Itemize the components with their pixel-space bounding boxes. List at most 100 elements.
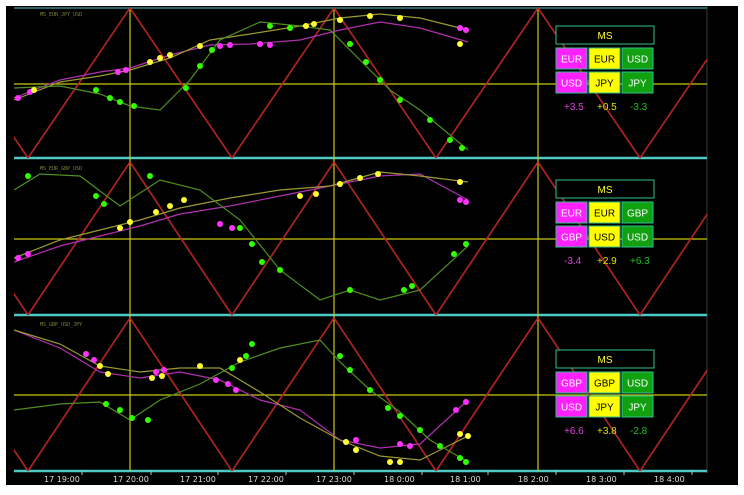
red-diagonal — [435, 161, 539, 316]
ms-panel-cell — [621, 395, 654, 418]
pane-2-header: MS_EUR_GBP_USD — [40, 166, 82, 172]
ms-panel-cell-label: USD — [627, 233, 648, 244]
pane-1-dot-green — [117, 99, 123, 105]
pane-2-dot-magenta — [229, 225, 235, 231]
ms-panel-value: +3.8 — [597, 426, 617, 437]
ms-panels-layer: MS EUR EUR USD USD JPY JPY +3.5 +0.5 -3.3 MS EUR EUR… — [555, 25, 655, 437]
pane-3-dot-green — [417, 427, 423, 433]
pane-1-dot-yellow — [337, 17, 343, 23]
ms-panel-cell — [588, 201, 621, 224]
pane-1-dot-green — [209, 47, 215, 53]
pane-1-dot-green — [183, 85, 189, 91]
ms-panel-cell — [621, 201, 654, 224]
ms-panel-2: MS EUR EUR GBP GBP USD USD -3.4 +2.9 +6.3 — [555, 179, 655, 267]
pane-2-dot-green — [451, 251, 457, 257]
pane-2-dot-yellow — [153, 209, 159, 215]
red-diagonal — [333, 317, 437, 471]
pane-1-dot-yellow — [397, 15, 403, 21]
pane-1-dot-magenta — [123, 67, 129, 73]
pane-2-dot-magenta — [217, 221, 223, 227]
pane-3-dot-magenta — [161, 367, 167, 373]
pane-3-dot-yellow — [397, 459, 403, 465]
pane-2-dot-yellow — [313, 191, 319, 197]
ms-panel-cell-label: EUR — [594, 209, 615, 220]
ms-panel-value: +6.3 — [630, 256, 650, 267]
pane-1-dot-green — [107, 95, 113, 101]
pane-3-dot-yellow — [465, 433, 471, 439]
pane-2-dot-green — [463, 241, 469, 247]
pane-3-dot-magenta — [91, 357, 97, 363]
pane-2-dot-yellow — [181, 197, 187, 203]
pane-3-dot-yellow — [353, 447, 359, 453]
diagonal-lines-layer — [14, 8, 707, 471]
pane-1-dot-green — [397, 97, 403, 103]
pane-1-dot-green — [459, 145, 465, 151]
pane-2-series-magenta — [14, 173, 469, 263]
pane-3-dot-green — [463, 459, 469, 465]
ms-panel-title: MS — [598, 185, 613, 196]
pane-3-dot-magenta — [213, 377, 219, 383]
x-tick-label: 18 0:00 — [384, 475, 415, 484]
pane-3-dot-magenta — [407, 443, 413, 449]
red-diagonal — [129, 317, 233, 471]
x-axis: 17 19:00 17 20:00 17 21:00 17 22:00 17 23:00… — [6, 471, 738, 485]
pane-3-dot-yellow — [343, 439, 349, 445]
pane-3-dot-yellow — [237, 357, 243, 363]
pane-2-dot-yellow — [297, 193, 303, 199]
pane-3-dot-green — [129, 415, 135, 421]
ms-panel-cell — [588, 225, 621, 248]
pane-1-dot-green — [93, 87, 99, 93]
series-layer — [14, 13, 471, 465]
ms-panel-cell-label: JPY — [595, 79, 614, 90]
red-diagonal — [333, 161, 437, 316]
ms-panel-cell-label: JPY — [628, 403, 647, 414]
pane-1-dot-green — [131, 103, 137, 109]
ms-panel-cell — [555, 47, 588, 70]
pane-3-dot-magenta — [453, 407, 459, 413]
pane-1-dot-green — [447, 137, 453, 143]
pane-3-dot-green — [337, 353, 343, 359]
pane-3-dot-green — [347, 367, 353, 373]
pane-3-dot-green — [385, 405, 391, 411]
pane-3-dot-green — [397, 413, 403, 419]
pane-3-dot-yellow — [457, 431, 463, 437]
ms-panel-cell-label: USD — [561, 403, 582, 414]
pane-3-dot-magenta — [83, 351, 89, 357]
red-diagonal — [639, 58, 707, 159]
pane-1-dot-magenta — [227, 42, 233, 48]
ms-panel-value: +2.9 — [597, 256, 617, 267]
red-diagonal — [537, 317, 641, 471]
red-diagonal — [639, 213, 707, 316]
ms-panel-value: -3.4 — [564, 256, 582, 267]
pane-1-dot-yellow — [457, 41, 463, 47]
pane-3-dot-green — [229, 365, 235, 371]
red-diagonal — [231, 317, 335, 471]
ms-panel-cell — [555, 395, 588, 418]
ms-panel-cell — [588, 371, 621, 394]
pane-3-dot-yellow — [97, 363, 103, 369]
red-diagonal — [27, 317, 131, 471]
pane-2-dot-yellow — [457, 179, 463, 185]
pane-3-dot-yellow — [149, 375, 155, 381]
pane-3-dot-yellow — [197, 363, 203, 369]
ms-panel-value: -3.3 — [630, 102, 648, 113]
x-tick-label: 17 19:00 — [44, 475, 80, 484]
pane-1-dot-green — [427, 117, 433, 123]
pane-1-dot-green — [363, 59, 369, 65]
ms-panel-title-box — [555, 25, 655, 45]
ms-panel-cell — [555, 225, 588, 248]
pane-2-dot-green — [249, 241, 255, 247]
pane-2-dot-green — [277, 267, 283, 273]
ms-panel-cell — [621, 225, 654, 248]
pane-1-dot-yellow — [167, 52, 173, 58]
ms-panel-title-box — [555, 179, 655, 199]
pane-1-dot-yellow — [197, 43, 203, 49]
ms-panel-title: MS — [598, 31, 613, 42]
pane-3-dot-green — [457, 455, 463, 461]
pane-1-dot-green — [377, 77, 383, 83]
ms-panel-title-box — [555, 349, 655, 369]
pane-2-dot-green — [401, 287, 407, 293]
ms-panel-cell — [555, 371, 588, 394]
pane-1-dot-yellow — [311, 21, 317, 27]
